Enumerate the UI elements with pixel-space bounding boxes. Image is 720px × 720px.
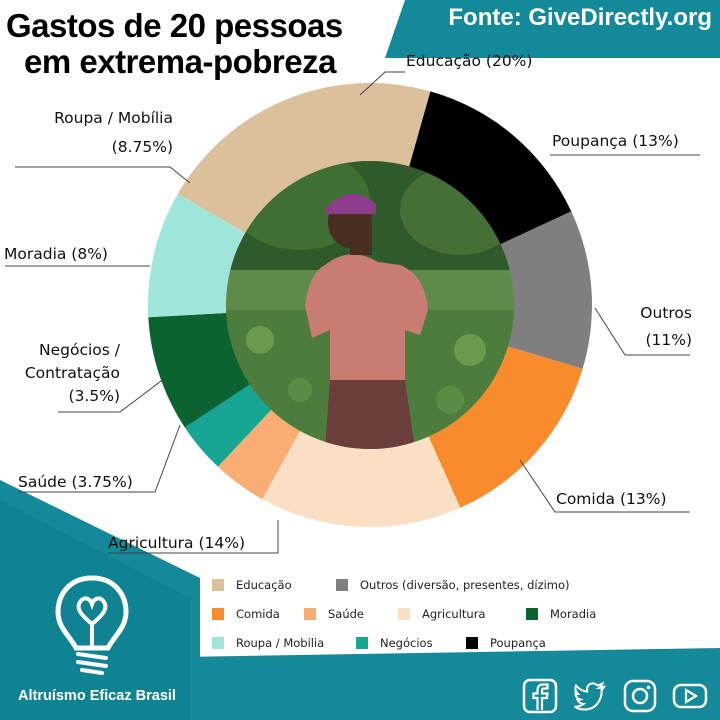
legend-label-comida: Comida (236, 607, 280, 621)
legend-swatch-comida (212, 608, 224, 620)
donut-slice-comida (427, 345, 583, 508)
donut-slices (148, 83, 592, 527)
donut-slice-agricultura (262, 429, 461, 527)
facebook-icon[interactable] (522, 678, 558, 714)
label-comida: Comida (13%) (556, 490, 667, 508)
legend-label-poupanca: Poupança (490, 636, 546, 650)
legend-label-saude: Saúde (328, 607, 365, 621)
donut-slice-educacao (177, 83, 431, 235)
legend-swatch-saude (304, 608, 316, 620)
legend-item-comida: Comida (212, 607, 280, 621)
legend-item-poupanca: Poupança (466, 636, 546, 650)
legend-swatch-poupanca (466, 637, 478, 649)
label-roupa: Roupa / Mobília (8.75%) (0, 107, 173, 159)
donut-slice-saude (217, 408, 302, 500)
legend-swatch-negocios (356, 637, 368, 649)
label-negocios-name1: Negócios / (39, 341, 120, 359)
leader-lines (5, 71, 700, 554)
label-outros: Outros (11%) (600, 302, 692, 352)
label-outros-name: Outros (640, 304, 692, 322)
donut-slice-moradia (148, 312, 252, 428)
leader-saude (18, 424, 181, 493)
label-roupa-name: Roupa / Mobília (54, 109, 173, 127)
legend-swatch-roupa (212, 637, 224, 649)
label-negocios-name2: Contratação (24, 364, 120, 382)
legend-item-roupa: Roupa / Mobilia (212, 636, 324, 650)
label-moradia: Moradia (8%) (4, 245, 108, 263)
label-saude: Saúde (3.75%) (18, 473, 133, 491)
top-right-banner (385, 0, 720, 58)
legend-label-educacao: Educação (236, 578, 292, 592)
legend-swatch-outros (336, 579, 348, 591)
chart-legend: Educação Outros (diversão, presentes, dí… (210, 574, 630, 664)
bottom-accent (0, 500, 190, 720)
legend-item-negocios: Negócios (356, 636, 433, 650)
leader-agricultura (108, 520, 279, 554)
label-educacao: Educação (20%) (406, 52, 533, 70)
legend-label-roupa: Roupa / Mobilia (236, 636, 325, 650)
twitter-icon[interactable] (572, 678, 608, 714)
legend-item-moradia: Moradia (526, 607, 596, 621)
chart-title-line1: Gastos de 20 pessoas (6, 7, 343, 44)
brand-name: Altruísmo Eficaz Brasil (18, 688, 176, 704)
leader-roupa (15, 166, 191, 184)
legend-label-agricultura: Agricultura (422, 607, 486, 621)
donut-slice-roupa (148, 194, 248, 318)
legend-item-saude: Saúde (304, 607, 364, 621)
leader-comida (519, 459, 690, 513)
legend-label-outros: Outros (diversão, presentes, dízimo) (360, 578, 570, 592)
legend-item-educacao: Educação (212, 578, 292, 592)
label-negocios-value: (3.5%) (68, 387, 120, 405)
label-negocios: Negócios / Contratação (3.5%) (0, 339, 120, 408)
legend-swatch-educacao (212, 579, 224, 591)
label-agricultura: Agricultura (14%) (108, 534, 246, 552)
donut-slice-negocios (184, 383, 273, 467)
chart-title: Gastos de 20 pessoas em extrema-pobreza (6, 8, 376, 80)
legend-swatch-agricultura (398, 608, 410, 620)
leader-educacao (359, 71, 405, 96)
legend-item-agricultura: Agricultura (398, 607, 485, 621)
source-credit: Fonte: GiveDirectly.org (448, 4, 712, 31)
leader-outros (594, 307, 690, 356)
legend-label-negocios: Negócios (380, 636, 433, 650)
instagram-icon[interactable] (622, 678, 658, 714)
legend-label-moradia: Moradia (550, 607, 597, 621)
donut-slice-poupanca (408, 91, 572, 246)
chart-title-line2: em extrema-pobreza (24, 43, 336, 80)
label-outros-value: (11%) (645, 331, 692, 349)
legend-swatch-moradia (526, 608, 538, 620)
legend-item-outros: Outros (diversão, presentes, dízimo) (336, 578, 570, 592)
youtube-icon[interactable] (672, 678, 708, 714)
donut-slice-outros (498, 211, 592, 369)
leader-negocios (58, 377, 166, 413)
label-poupanca: Poupança (13%) (552, 132, 679, 150)
lightbulb-heart-logo-icon (55, 575, 129, 675)
label-roupa-value: (8.75%) (111, 138, 173, 156)
